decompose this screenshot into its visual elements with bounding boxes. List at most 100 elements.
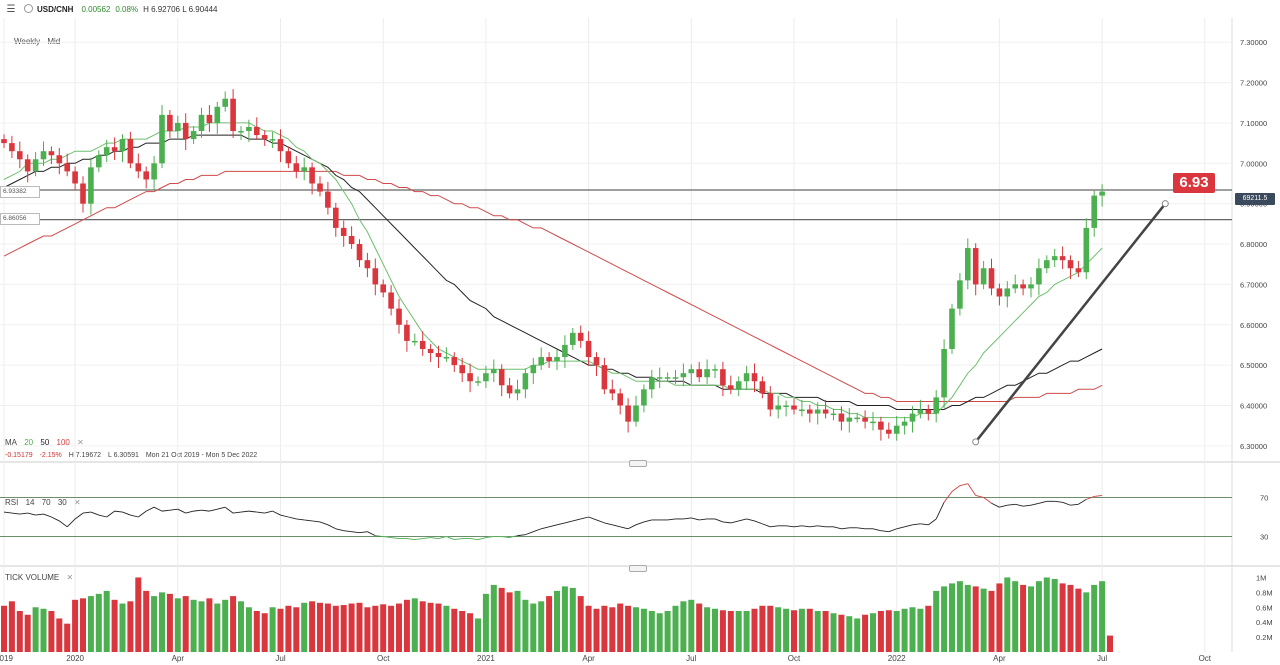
candle bbox=[1012, 284, 1018, 289]
rsi-segment bbox=[240, 510, 249, 513]
candle bbox=[972, 248, 979, 285]
candle bbox=[664, 377, 671, 379]
candle bbox=[498, 369, 505, 386]
rsi-segment bbox=[169, 508, 178, 511]
candle bbox=[356, 244, 363, 261]
high-low-readout: H 6.92706 L 6.90444 bbox=[143, 4, 218, 14]
rsi-segment bbox=[391, 537, 400, 540]
volume-bar bbox=[1067, 584, 1074, 652]
rsi-segment bbox=[304, 519, 313, 522]
volume-bar bbox=[16, 611, 23, 652]
ma-stats: -0.15179 -2.15% H 7.19672 L 6.30591 Mon … bbox=[5, 452, 262, 459]
lower-line-tag[interactable]: 6.86056 bbox=[0, 213, 40, 225]
rsi-segment bbox=[280, 514, 289, 518]
rsi-segment bbox=[888, 528, 897, 533]
symbol-label[interactable]: USD/CNH bbox=[24, 4, 73, 14]
rsi-segment bbox=[548, 524, 558, 528]
candle bbox=[1091, 195, 1097, 228]
time-axis-label: Oct bbox=[788, 654, 801, 663]
rsi-segment bbox=[714, 518, 724, 523]
rsi-segment bbox=[738, 518, 747, 522]
volume-bar bbox=[24, 614, 31, 652]
menu-icon[interactable]: ☰ bbox=[6, 3, 16, 15]
candle bbox=[1075, 268, 1082, 273]
trendline-handle bbox=[1161, 200, 1169, 208]
rsi-segment bbox=[114, 510, 123, 513]
rsi-label[interactable]: RSI bbox=[5, 498, 19, 507]
volume-label[interactable]: TICK VOLUME bbox=[5, 573, 60, 582]
volume-bar bbox=[72, 599, 79, 652]
rsi-segment bbox=[683, 517, 692, 520]
candle bbox=[285, 151, 292, 164]
price-type-label[interactable]: Mid bbox=[47, 37, 61, 46]
volume-bar bbox=[87, 596, 94, 652]
upper-line-tag[interactable]: 6.93382 bbox=[0, 186, 40, 198]
ma20-line bbox=[3, 122, 1103, 419]
candle bbox=[814, 409, 821, 414]
candle bbox=[735, 381, 742, 390]
volume-bar bbox=[735, 611, 742, 652]
volume-bar bbox=[877, 611, 884, 652]
rsi-segment bbox=[1086, 495, 1095, 500]
rsi-segment bbox=[130, 514, 139, 518]
rsi-segment bbox=[51, 516, 60, 522]
volume-bar bbox=[838, 614, 845, 652]
rsi-segment bbox=[11, 512, 20, 515]
candle bbox=[340, 227, 347, 236]
rsi-segment bbox=[193, 509, 202, 512]
candle bbox=[206, 114, 213, 123]
rsi-segment bbox=[809, 525, 818, 528]
rsi-segment bbox=[580, 516, 589, 520]
candle bbox=[56, 155, 63, 164]
volume-bar bbox=[1083, 592, 1090, 652]
rsi-segment bbox=[74, 512, 84, 520]
pane-resize-handle[interactable] bbox=[629, 460, 647, 467]
candle bbox=[364, 260, 371, 269]
rsi-segment bbox=[620, 526, 629, 530]
remove-volume-icon[interactable]: ✕ bbox=[66, 573, 74, 582]
candle bbox=[917, 409, 924, 414]
volume-bar bbox=[885, 610, 892, 652]
rsi-segment bbox=[841, 527, 850, 530]
ma-label[interactable]: MA bbox=[5, 438, 17, 447]
ma100-line bbox=[3, 170, 1103, 402]
ma-stat-pct: -2.15% bbox=[39, 452, 62, 459]
volume-bar bbox=[111, 599, 118, 652]
pane-resize-handle[interactable] bbox=[629, 565, 647, 572]
candle bbox=[254, 126, 260, 136]
time-axis-label: 2020 bbox=[66, 654, 84, 663]
rsi-segment bbox=[27, 512, 36, 516]
volume-bar bbox=[870, 613, 876, 652]
volume-bar bbox=[546, 596, 553, 652]
candle bbox=[151, 163, 157, 180]
volume-bar bbox=[554, 590, 560, 652]
volume-bar bbox=[388, 605, 395, 652]
rsi-segment bbox=[19, 512, 28, 515]
volume-bar bbox=[1091, 584, 1098, 652]
volume-bar bbox=[893, 611, 900, 652]
volume-bar bbox=[625, 605, 632, 652]
candle bbox=[1099, 191, 1105, 196]
volume-bar bbox=[696, 603, 703, 652]
remove-ma-icon[interactable]: ✕ bbox=[77, 438, 84, 447]
rsi-segment bbox=[935, 502, 945, 520]
volume-bar bbox=[64, 623, 71, 652]
remove-rsi-icon[interactable]: ✕ bbox=[74, 498, 81, 507]
price-axis-label: 6.60000 bbox=[1240, 321, 1267, 330]
candle bbox=[593, 357, 600, 366]
volume-bar bbox=[601, 605, 608, 652]
candle bbox=[577, 332, 584, 341]
candle bbox=[807, 409, 813, 414]
time-axis-label: Jul bbox=[686, 654, 696, 663]
candle bbox=[372, 268, 379, 285]
rsi-axis-label: 70 bbox=[1260, 493, 1268, 502]
candle bbox=[72, 171, 78, 184]
candle bbox=[1059, 256, 1066, 261]
timeframe-label[interactable]: Weekly bbox=[14, 37, 41, 46]
candle bbox=[119, 139, 126, 152]
candle bbox=[822, 409, 829, 414]
candle bbox=[348, 235, 355, 245]
ma-stat-change: -0.15179 bbox=[5, 452, 33, 459]
candle bbox=[9, 143, 15, 152]
